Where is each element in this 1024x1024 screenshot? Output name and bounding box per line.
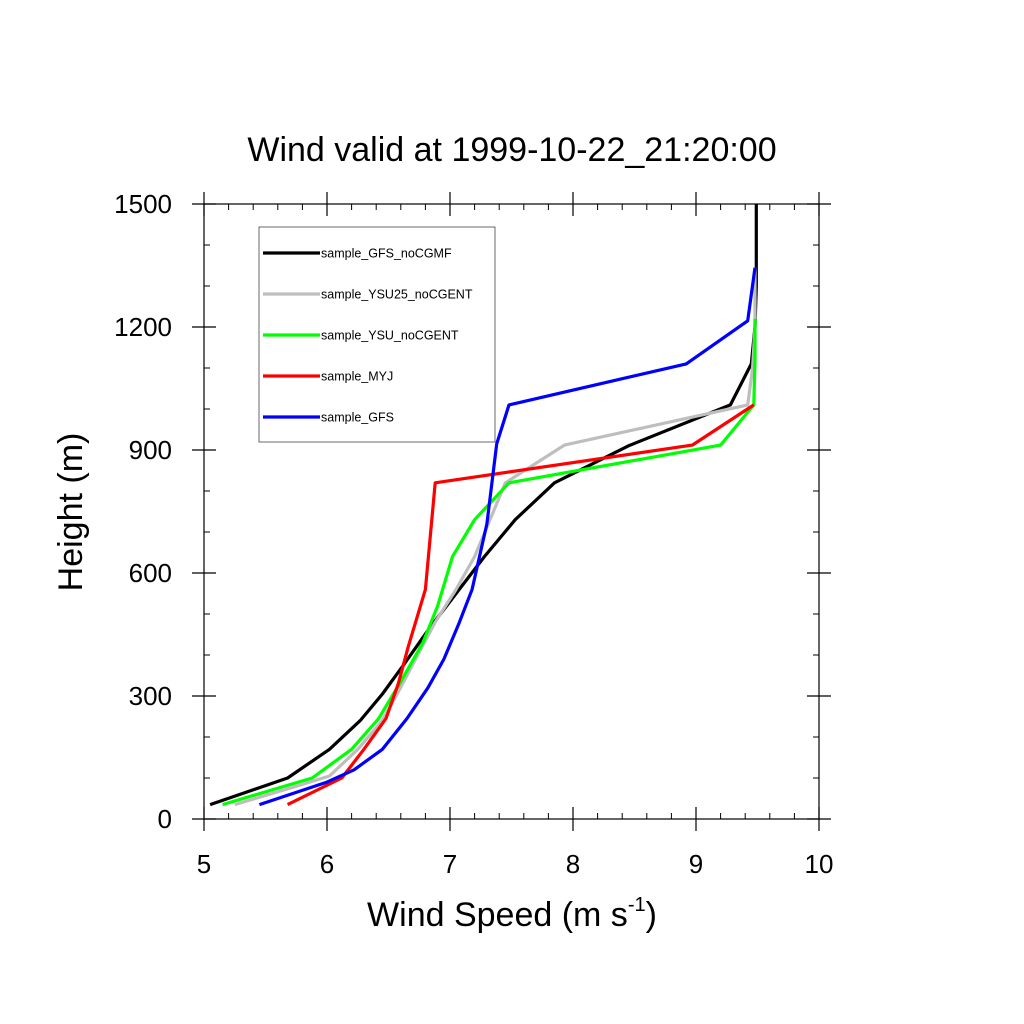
plot-frame	[203, 203, 820, 820]
x-tick-label: 7	[443, 849, 457, 879]
legend-label: sample_YSU25_noCGENT	[321, 288, 473, 302]
x-tick-label: 8	[566, 849, 580, 879]
y-tick-label: 1200	[114, 312, 172, 342]
legend-label: sample_GFS	[321, 411, 394, 425]
minor-ticks	[204, 204, 819, 819]
legend-label: sample_MYJ	[321, 370, 393, 384]
y-tick-label: 0	[158, 804, 172, 834]
legend-label: sample_GFS_noCGMF	[321, 247, 452, 261]
x-tick-label: 6	[320, 849, 334, 879]
series-line-sample-ysu-nocgent	[222, 318, 757, 807]
x-axis-label-close: )	[646, 896, 657, 934]
x-axis-label-main: Wind Speed (m s	[367, 896, 628, 934]
legend-label: sample_YSU_noCGENT	[321, 329, 459, 343]
series-line-sample-ysu25-nocgent	[234, 267, 757, 807]
series-line-sample-gfs	[258, 267, 757, 807]
x-axis-label: Wind Speed (m s-1)	[367, 894, 657, 934]
legend: sample_GFS_noCGMF sample_YSU25_noCGENTsam…	[258, 226, 496, 443]
series-line-sample-myj	[286, 403, 755, 807]
x-tick-label: 10	[805, 849, 834, 879]
x-tick-labels: 5 6 7 8 9 10	[197, 849, 834, 879]
y-axis-label: Height (m)	[52, 433, 90, 592]
y-tick-label: 1500	[114, 189, 172, 219]
chart-title: Wind valid at 1999-10-22_21:20:00	[247, 131, 776, 169]
y-tick-label: 600	[129, 558, 172, 588]
y-tick-label: 900	[129, 435, 172, 465]
x-tick-label: 9	[689, 849, 703, 879]
y-tick-labels: 0 300 600 900 1200 1500	[114, 189, 172, 834]
x-axis-label-superscript: -1	[628, 894, 646, 916]
x-tick-label: 5	[197, 849, 211, 879]
series-lines	[209, 204, 758, 807]
y-tick-label: 300	[129, 681, 172, 711]
